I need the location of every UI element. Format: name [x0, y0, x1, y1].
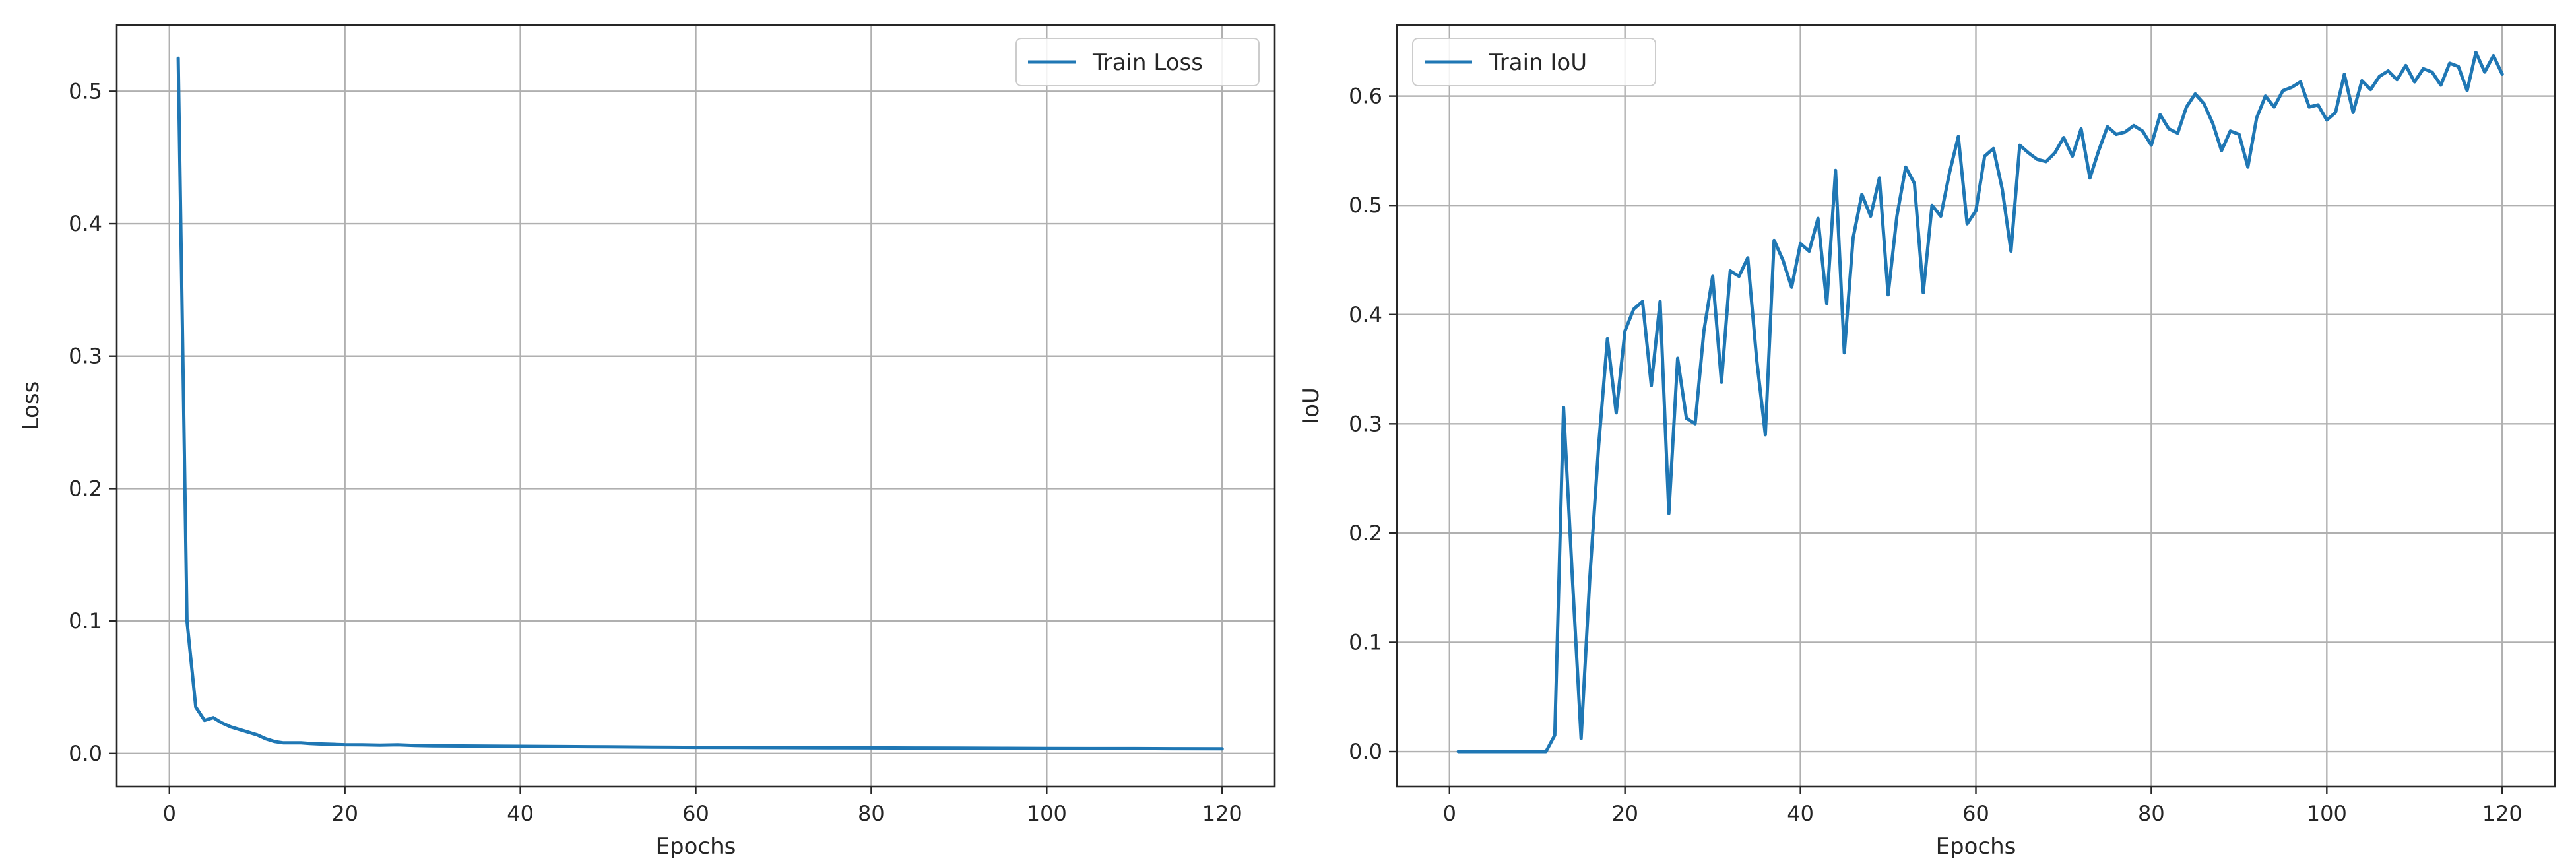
loss-y-tick-label-0-1: 0.1: [69, 608, 102, 633]
iou-y-ticks: 0.0 0.1 0.2 0.3 0.4 0.5 0.6: [1349, 84, 1397, 764]
iou-y-tick-label-0-1: 0.1: [1349, 629, 1382, 655]
loss-legend-box: [1015, 38, 1260, 86]
loss-x-tick-label-120: 120: [1202, 801, 1242, 826]
iou-y-tick-label-0-3: 0.3: [1349, 411, 1382, 436]
iou-legend: Train IoU: [1412, 38, 1656, 86]
iou-x-tick-label-100: 100: [2307, 801, 2347, 826]
loss-x-tick-label-80: 80: [858, 801, 885, 826]
iou-x-tick-label-40: 40: [1787, 801, 1814, 826]
iou-y-tick-label-0-0: 0.0: [1349, 739, 1382, 764]
loss-grid: [117, 25, 1275, 787]
iou-x-axis-label: Epochs: [1936, 833, 2016, 860]
iou-chart-panel: 0 20 40 60 80 100 120 0.0 0.1 0.2 0.3 0.4 0.5 0.6 Ep…: [1298, 24, 2556, 860]
train-loss-legend-label: Train Loss: [1092, 49, 1203, 76]
iou-y-tick-label-0-4: 0.4: [1349, 302, 1382, 327]
loss-x-tick-label-100: 100: [1027, 801, 1067, 826]
loss-y-tick-label-0-0: 0.0: [69, 741, 102, 766]
train-iou-line: [1456, 50, 2504, 754]
loss-y-tick-label-0-2: 0.2: [69, 476, 102, 501]
loss-x-axis-label: Epochs: [656, 833, 736, 860]
iou-y-tick-label-0-2: 0.2: [1349, 521, 1382, 546]
loss-y-tick-label-0-3: 0.3: [69, 344, 102, 369]
train-loss-line: [176, 56, 1224, 751]
iou-grid: [1397, 25, 2555, 787]
iou-x-tick-label-0: 0: [1443, 801, 1456, 826]
loss-y-axis-label: Loss: [18, 381, 44, 431]
train-iou-legend-label: Train IoU: [1489, 49, 1587, 76]
loss-x-tick-label-20: 20: [331, 801, 358, 826]
iou-legend-box: [1412, 38, 1656, 86]
loss-y-ticks: 0.0 0.1 0.2 0.3 0.4 0.5: [69, 79, 117, 766]
iou-y-axis-label: IoU: [1298, 387, 1324, 424]
loss-x-ticks: 0 20 40 60 80 100 120: [163, 787, 1242, 826]
iou-x-tick-label-60: 60: [1962, 801, 1989, 826]
loss-y-tick-label-0-5: 0.5: [69, 79, 102, 104]
iou-x-tick-label-20: 20: [1611, 801, 1638, 826]
loss-legend: Train Loss: [1015, 38, 1260, 86]
loss-x-tick-label-0: 0: [163, 801, 176, 826]
iou-x-ticks: 0 20 40 60 80 100 120: [1443, 787, 2523, 826]
iou-y-tick-label-0-6: 0.6: [1349, 84, 1382, 109]
iou-x-tick-label-120: 120: [2482, 801, 2523, 826]
iou-x-tick-label-80: 80: [2138, 801, 2165, 826]
loss-chart-panel: 0 20 40 60 80 100 120 0.0 0.1 0.2 0.3 0.4 0.5 Epoch…: [18, 24, 1276, 860]
loss-x-tick-label-60: 60: [682, 801, 709, 826]
iou-y-tick-label-0-5: 0.5: [1349, 193, 1382, 218]
loss-x-tick-label-40: 40: [507, 801, 534, 826]
loss-y-tick-label-0-4: 0.4: [69, 211, 102, 236]
